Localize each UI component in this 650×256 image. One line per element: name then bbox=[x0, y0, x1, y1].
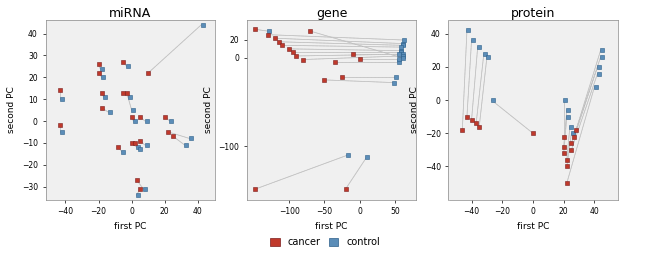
Y-axis label: second PC: second PC bbox=[204, 87, 213, 133]
X-axis label: first PC: first PC bbox=[517, 222, 549, 231]
Y-axis label: second PC: second PC bbox=[410, 87, 419, 133]
Title: gene: gene bbox=[316, 7, 347, 20]
Y-axis label: second PC: second PC bbox=[7, 87, 16, 133]
X-axis label: first PC: first PC bbox=[114, 222, 146, 231]
Title: protein: protein bbox=[511, 7, 555, 20]
Legend: cancer, control: cancer, control bbox=[266, 233, 384, 251]
X-axis label: first PC: first PC bbox=[315, 222, 348, 231]
Title: miRNA: miRNA bbox=[109, 7, 151, 20]
